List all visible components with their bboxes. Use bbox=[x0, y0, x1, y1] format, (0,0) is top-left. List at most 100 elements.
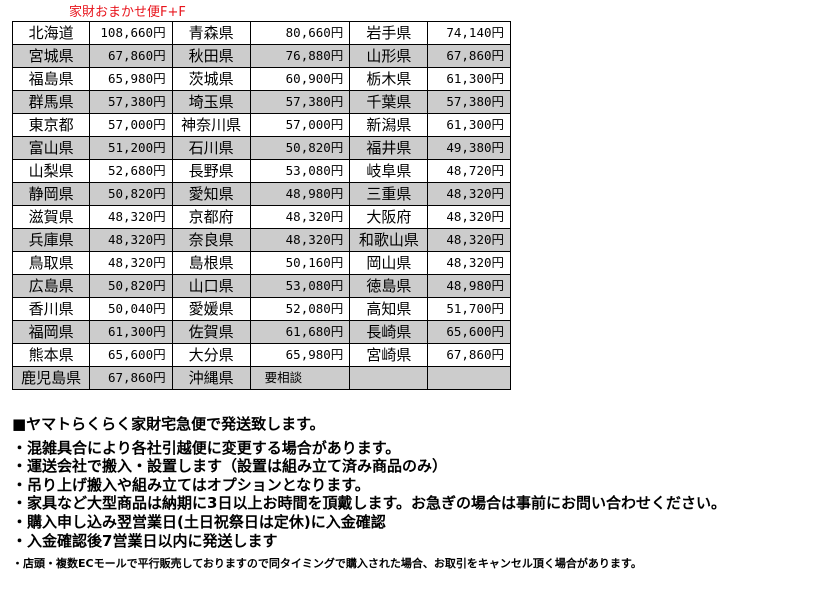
prefecture-cell: 栃木県 bbox=[349, 67, 429, 91]
price-cell: 60,900円 bbox=[249, 67, 351, 91]
table-row: 福島県 65,980円 茨城県 60,900円 栃木県 61,300円 bbox=[11, 67, 511, 91]
prefecture-cell: 福島県 bbox=[11, 67, 91, 91]
table-row: 北海道 108,660円 青森県 80,660円 岩手県 74,140円 bbox=[11, 21, 511, 45]
price-cell: 50,820円 bbox=[89, 274, 173, 298]
prefecture-cell: 山形県 bbox=[349, 44, 429, 68]
table-row: 熊本県 65,600円 大分県 65,980円 宮崎県 67,860円 bbox=[11, 343, 511, 367]
prefecture-cell: 熊本県 bbox=[11, 343, 91, 367]
note-item: ・混雑具合により各社引越便に変更する場合があります。 bbox=[12, 438, 401, 457]
price-cell: 50,820円 bbox=[89, 182, 173, 206]
prefecture-cell: 富山県 bbox=[11, 136, 91, 160]
price-cell: 51,700円 bbox=[427, 297, 511, 321]
price-cell: 48,320円 bbox=[427, 182, 511, 206]
prefecture-cell: 神奈川県 bbox=[171, 113, 251, 137]
prefecture-cell: 秋田県 bbox=[171, 44, 251, 68]
price-cell: 48,980円 bbox=[427, 274, 511, 298]
table-row: 香川県 50,040円 愛媛県 52,080円 高知県 51,700円 bbox=[11, 297, 511, 321]
note-item: ・購入申し込み翌営業日(土日祝祭日は定休)に入金確認 bbox=[12, 512, 386, 531]
price-cell: 57,380円 bbox=[249, 90, 351, 114]
prefecture-cell: 徳島県 bbox=[349, 274, 429, 298]
price-cell: 67,860円 bbox=[427, 44, 511, 68]
price-cell: 48,320円 bbox=[89, 251, 173, 275]
prefecture-cell: 沖縄県 bbox=[171, 366, 251, 390]
price-cell: 65,600円 bbox=[89, 343, 173, 367]
price-cell: 50,820円 bbox=[249, 136, 351, 160]
table-row: 滋賀県 48,320円 京都府 48,320円 大阪府 48,320円 bbox=[11, 205, 511, 229]
price-cell: 80,660円 bbox=[249, 21, 351, 45]
price-cell: 要相談 bbox=[249, 366, 351, 390]
note-item: ・運送会社で搬入・設置します（設置は組み立て済み商品のみ） bbox=[12, 457, 448, 476]
prefecture-cell: 東京都 bbox=[11, 113, 91, 137]
prefecture-cell: 島根県 bbox=[171, 251, 251, 275]
price-cell: 61,680円 bbox=[249, 320, 351, 344]
price-cell: 52,080円 bbox=[249, 297, 351, 321]
table-row: 宮城県 67,860円 秋田県 76,880円 山形県 67,860円 bbox=[11, 44, 511, 68]
prefecture-cell: 三重県 bbox=[349, 182, 429, 206]
price-cell: 65,980円 bbox=[249, 343, 351, 367]
prefecture-cell: 福井県 bbox=[349, 136, 429, 160]
prefecture-cell: 和歌山県 bbox=[349, 228, 429, 252]
prefecture-cell: 長崎県 bbox=[349, 320, 429, 344]
price-cell: 61,300円 bbox=[89, 320, 173, 344]
price-cell: 48,320円 bbox=[427, 228, 511, 252]
price-cell: 52,680円 bbox=[89, 159, 173, 183]
prefecture-cell: 鹿児島県 bbox=[11, 366, 91, 390]
prefecture-cell: 香川県 bbox=[11, 297, 91, 321]
prefecture-cell: 山梨県 bbox=[11, 159, 91, 183]
price-cell: 48,980円 bbox=[249, 182, 351, 206]
shipping-rate-table: 北海道 108,660円 青森県 80,660円 岩手県 74,140円 宮城県 67,860… bbox=[11, 21, 511, 390]
notes-heading: ■ヤマトらくらく家財宅急便で発送致します。 bbox=[12, 415, 325, 433]
price-cell: 48,320円 bbox=[249, 228, 351, 252]
price-cell: 67,860円 bbox=[89, 44, 173, 68]
prefecture-cell: 長野県 bbox=[171, 159, 251, 183]
prefecture-cell: 広島県 bbox=[11, 274, 91, 298]
price-cell: 57,380円 bbox=[427, 90, 511, 114]
price-cell: 50,160円 bbox=[249, 251, 351, 275]
table-row: 福岡県 61,300円 佐賀県 61,680円 長崎県 65,600円 bbox=[11, 320, 511, 344]
table-row: 山梨県 52,680円 長野県 53,080円 岐阜県 48,720円 bbox=[11, 159, 511, 183]
price-cell: 67,860円 bbox=[89, 366, 173, 390]
table-row: 群馬県 57,380円 埼玉県 57,380円 千葉県 57,380円 bbox=[11, 90, 511, 114]
prefecture-cell: 岐阜県 bbox=[349, 159, 429, 183]
price-cell: 48,720円 bbox=[427, 159, 511, 183]
prefecture-cell: 宮城県 bbox=[11, 44, 91, 68]
prefecture-cell: 北海道 bbox=[11, 21, 91, 45]
prefecture-cell: 京都府 bbox=[171, 205, 251, 229]
price-cell: 48,320円 bbox=[89, 228, 173, 252]
prefecture-cell: 佐賀県 bbox=[171, 320, 251, 344]
prefecture-cell: 新潟県 bbox=[349, 113, 429, 137]
prefecture-cell: 岩手県 bbox=[349, 21, 429, 45]
table-row: 鳥取県 48,320円 島根県 50,160円 岡山県 48,320円 bbox=[11, 251, 511, 275]
price-cell: 61,300円 bbox=[427, 113, 511, 137]
price-cell: 51,200円 bbox=[89, 136, 173, 160]
prefecture-cell: 愛媛県 bbox=[171, 297, 251, 321]
footnote: ・店頭・複数ECモールで平行販売しておりますので同タイミングで購入された場合、お… bbox=[12, 557, 642, 570]
price-cell: 67,860円 bbox=[427, 343, 511, 367]
price-cell: 108,660円 bbox=[89, 21, 173, 45]
shipping-notes: ■ヤマトらくらく家財宅急便で発送致します。 ・混雑具合により各社引越便に変更する… bbox=[12, 415, 726, 550]
prefecture-cell: 大分県 bbox=[171, 343, 251, 367]
prefecture-cell: 愛知県 bbox=[171, 182, 251, 206]
note-item: ・家具など大型商品は納期に3日以上お時間を頂戴します。お急ぎの場合は事前にお問い… bbox=[12, 494, 726, 513]
table-row: 富山県 51,200円 石川県 50,820円 福井県 49,380円 bbox=[11, 136, 511, 160]
prefecture-cell: 滋賀県 bbox=[11, 205, 91, 229]
note-item: ・吊り上げ搬入や組み立てはオプションとなります。 bbox=[12, 475, 370, 494]
price-cell: 48,320円 bbox=[249, 205, 351, 229]
price-cell: 57,000円 bbox=[89, 113, 173, 137]
prefecture-cell: 大阪府 bbox=[349, 205, 429, 229]
shipping-plan-title: 家財おまかせ便F+F bbox=[69, 5, 186, 20]
prefecture-cell: 宮崎県 bbox=[349, 343, 429, 367]
price-cell: 61,300円 bbox=[427, 67, 511, 91]
prefecture-cell: 福岡県 bbox=[11, 320, 91, 344]
prefecture-cell: 青森県 bbox=[171, 21, 251, 45]
prefecture-cell: 茨城県 bbox=[171, 67, 251, 91]
price-cell: 74,140円 bbox=[427, 21, 511, 45]
price-cell: 49,380円 bbox=[427, 136, 511, 160]
table-row: 鹿児島県 67,860円 沖縄県 要相談 bbox=[11, 366, 511, 390]
prefecture-cell: 兵庫県 bbox=[11, 228, 91, 252]
price-cell: 65,980円 bbox=[89, 67, 173, 91]
price-cell: 48,320円 bbox=[89, 205, 173, 229]
prefecture-cell: 鳥取県 bbox=[11, 251, 91, 275]
prefecture-cell: 奈良県 bbox=[171, 228, 251, 252]
price-cell: 57,000円 bbox=[249, 113, 351, 137]
